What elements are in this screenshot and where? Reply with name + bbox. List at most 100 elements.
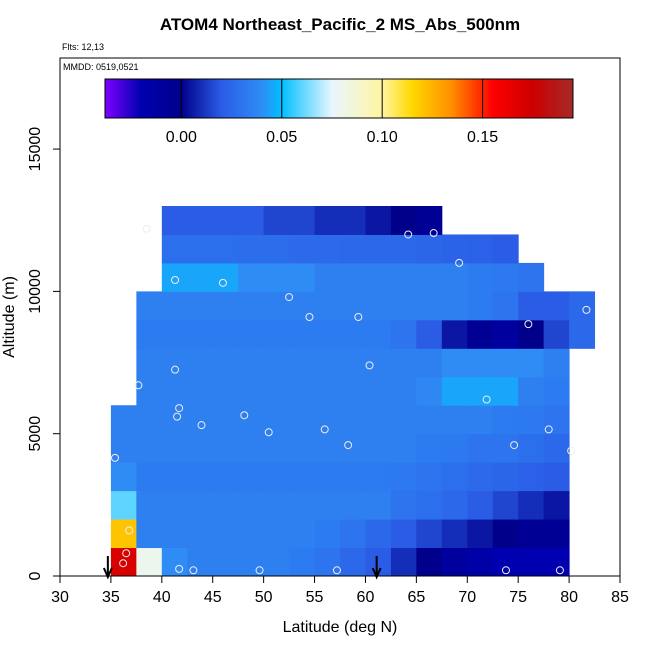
arrow <box>371 556 382 580</box>
heat-cell <box>390 547 417 577</box>
heat-cell <box>238 376 265 406</box>
heat-cell <box>263 547 290 577</box>
flight-point <box>110 453 119 462</box>
flight-point <box>567 446 576 455</box>
flights-note: Flts: 12,13 <box>62 42 104 52</box>
heat-cell <box>518 348 545 378</box>
flight-point <box>510 441 519 450</box>
heat-cell <box>492 547 519 577</box>
flight-point <box>197 421 206 430</box>
y-tick-label: 10000 <box>27 269 44 314</box>
heat-cell <box>187 376 214 406</box>
heat-cell <box>161 262 188 292</box>
heat-cell <box>212 547 239 577</box>
heat-cell <box>518 376 545 406</box>
flight-point <box>320 425 329 434</box>
heat-cell <box>441 376 468 406</box>
heat-cell <box>187 319 214 349</box>
heat-cell <box>365 319 392 349</box>
heat-cell <box>161 490 188 520</box>
heat-cell <box>543 376 570 406</box>
heat-cell <box>238 291 265 321</box>
x-tick-label: 70 <box>458 589 476 606</box>
flight-point <box>218 278 227 287</box>
flight-point <box>555 566 564 575</box>
flight-point <box>305 313 314 321</box>
heat-cell <box>212 234 239 264</box>
flight-point <box>175 404 184 413</box>
colorbar-tick-label: 0.10 <box>367 129 398 146</box>
flight-point <box>285 293 294 302</box>
heat-cell <box>289 206 316 235</box>
heat-cell <box>263 376 290 406</box>
heat-cell <box>365 348 392 378</box>
heat-cell <box>340 262 366 292</box>
heat-cell <box>518 462 545 492</box>
flight-point <box>524 320 533 329</box>
heat-cell <box>187 490 214 520</box>
heat-cell <box>314 206 341 235</box>
heat-cell <box>263 262 290 292</box>
heat-cell <box>365 262 392 292</box>
heat-cell <box>416 206 443 235</box>
heat-cell <box>518 547 545 577</box>
flight-point <box>125 526 134 535</box>
flight-point <box>482 395 491 404</box>
heat-cell <box>441 547 468 577</box>
heat-cell <box>569 291 596 321</box>
heat-cell <box>518 291 545 321</box>
heat-cell <box>340 319 366 349</box>
heat-cell <box>390 206 417 235</box>
heat-cell <box>340 490 366 520</box>
flight-point <box>544 425 553 434</box>
heat-cell <box>289 547 316 577</box>
heat-cell <box>543 291 570 321</box>
heat-cell <box>390 291 417 321</box>
arrow <box>102 556 113 580</box>
heat-cell <box>467 376 494 406</box>
heat-cell <box>136 319 163 349</box>
heat-cell <box>416 547 443 577</box>
heat-cell <box>161 291 188 321</box>
heat-cell <box>441 519 468 549</box>
heat-cell <box>263 206 290 235</box>
flight-point <box>119 559 128 568</box>
heat-cell <box>416 348 443 378</box>
heat-cell <box>340 348 366 378</box>
chart-title: ATOM4 Northeast_Pacific_2 MS_Abs_500nm <box>160 15 520 34</box>
x-tick-label: 65 <box>407 589 425 606</box>
heat-cell <box>365 291 392 321</box>
heat-cell <box>416 490 443 520</box>
heat-cell <box>543 490 570 520</box>
heat-cell <box>518 519 545 549</box>
heat-cell <box>289 262 316 292</box>
heat-cell <box>390 319 417 349</box>
plot-frame <box>59 57 621 577</box>
heat-cell <box>518 405 545 435</box>
heat-cell <box>467 490 494 520</box>
heat-cell <box>441 348 468 378</box>
heat-cell <box>314 291 341 321</box>
heat-cell <box>314 547 341 577</box>
heat-cell <box>238 405 265 435</box>
heat-cell <box>365 376 392 406</box>
heat-cell <box>161 206 188 235</box>
heat-cell <box>416 234 443 264</box>
flight-point <box>365 361 374 370</box>
heat-cell <box>238 490 265 520</box>
heat-cell <box>492 348 519 378</box>
heat-cell <box>416 376 443 406</box>
heat-cell <box>543 405 570 435</box>
heat-cell <box>416 433 443 463</box>
heat-cell <box>441 291 468 321</box>
heat-cell <box>289 348 316 378</box>
heat-cell <box>467 234 494 264</box>
heat-cell <box>390 376 417 406</box>
heat-cell <box>492 234 519 264</box>
heat-cell <box>365 405 392 435</box>
heat-cell <box>314 433 341 463</box>
heat-cell <box>161 519 188 549</box>
x-tick-label: 85 <box>611 589 629 606</box>
heat-cell <box>212 348 239 378</box>
